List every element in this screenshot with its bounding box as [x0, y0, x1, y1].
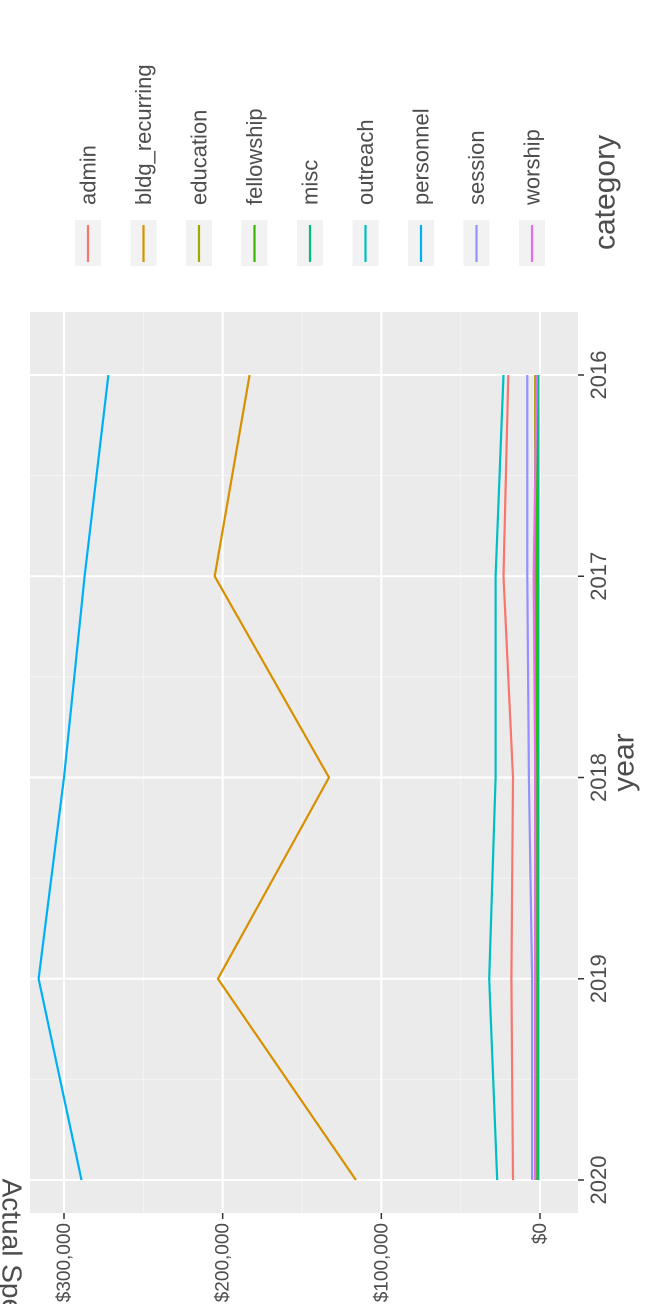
legend-label-admin: admin — [76, 145, 101, 205]
year-tick-label: 2019 — [586, 954, 611, 1003]
legend-label-fellowship: fellowship — [242, 108, 267, 205]
legend-title: category — [589, 135, 622, 250]
value-tick-label: $200,000 — [213, 1223, 234, 1302]
legend-label-misc: misc — [298, 160, 323, 205]
series-line-personnel — [37, 374, 110, 1181]
series-line-session — [526, 375, 534, 1180]
legend-label-outreach: outreach — [353, 119, 378, 205]
series-line-worship — [532, 374, 538, 1180]
value-tick-label: $300,000 — [54, 1223, 75, 1302]
series-line-admin — [502, 374, 515, 1181]
year-tick-label: 2020 — [586, 1156, 611, 1205]
legend-label-personnel: personnel — [409, 108, 434, 205]
year-tick-label: 2017 — [586, 552, 611, 601]
year-tick-label: 2016 — [586, 351, 611, 400]
year-tick-label: 2018 — [586, 753, 611, 802]
legend-label-education: education — [187, 110, 212, 205]
legend-label-session: session — [464, 130, 489, 205]
series-line-outreach — [488, 374, 505, 1181]
x-axis-title: year — [608, 733, 641, 791]
legend-label-worship: worship — [520, 129, 545, 206]
value-tick-label: $100,000 — [371, 1223, 392, 1302]
plot-panel — [30, 312, 578, 1213]
series-line-bldg_recurring — [213, 374, 357, 1181]
y-axis-title: Actual Spent — [0, 1179, 28, 1304]
value-tick-label: $0 — [530, 1223, 551, 1244]
legend-label-bldg_recurring: bldg_recurring — [131, 64, 156, 205]
